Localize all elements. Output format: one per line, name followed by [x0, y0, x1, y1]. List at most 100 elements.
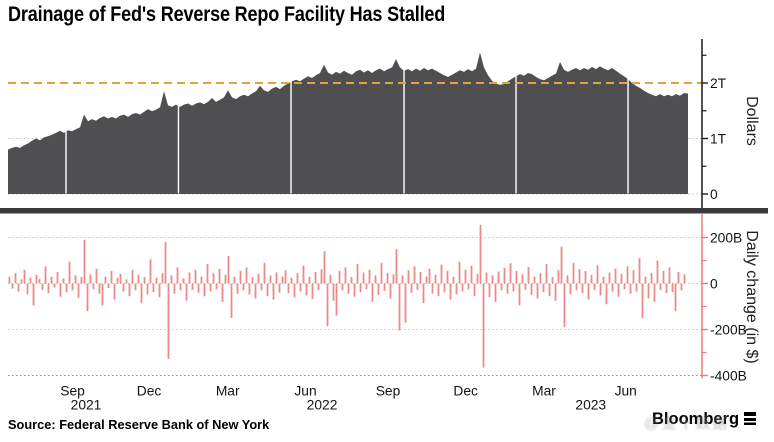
daily-change-bar — [467, 283, 470, 290]
daily-change-bar — [461, 283, 464, 292]
daily-change-bar — [209, 283, 212, 292]
daily-change-bar — [77, 283, 80, 298]
daily-change-bar — [596, 265, 599, 284]
daily-change-bar — [143, 277, 146, 284]
daily-change-bar — [200, 276, 203, 284]
daily-change-bar — [257, 273, 260, 284]
daily-change-bar — [86, 283, 89, 312]
chart-title: Drainage of Fed's Reverse Repo Facility … — [8, 3, 446, 26]
daily-change-bar — [197, 283, 200, 293]
daily-change-bar — [188, 272, 191, 284]
daily-change-bar — [599, 283, 602, 296]
daily-change-bar — [110, 270, 113, 284]
daily-change-bar — [389, 283, 392, 299]
daily-change-bar — [581, 283, 584, 294]
top-y-tick-label: 0 — [710, 187, 718, 202]
daily-change-bar — [113, 283, 116, 300]
daily-change-bar — [233, 276, 236, 284]
daily-change-bar — [443, 283, 446, 293]
daily-change-bar — [287, 283, 290, 294]
daily-change-bar — [497, 271, 500, 284]
daily-change-bar — [491, 275, 494, 284]
daily-change-bar — [566, 275, 569, 284]
daily-change-bar — [575, 283, 578, 291]
daily-change-bar — [662, 270, 665, 284]
top-y-tick-label: 1T — [710, 131, 727, 146]
daily-change-bar — [383, 283, 386, 291]
daily-change-bar — [344, 267, 347, 284]
daily-change-bar — [542, 283, 545, 293]
daily-change-bar — [377, 283, 380, 295]
daily-change-bar — [611, 283, 614, 292]
daily-change-bar — [323, 251, 326, 284]
daily-change-bar — [104, 276, 107, 284]
daily-change-bar — [407, 270, 410, 284]
daily-change-bar — [623, 283, 626, 290]
bloomberg-logo-mark — [744, 412, 757, 425]
daily-change-bar — [293, 283, 296, 298]
daily-change-bar — [671, 283, 674, 293]
daily-change-bar — [206, 263, 209, 284]
daily-change-bar — [521, 274, 524, 284]
daily-change-bar — [95, 268, 98, 284]
daily-change-bar — [329, 274, 332, 284]
daily-change-bar — [638, 258, 641, 284]
daily-change-bar — [44, 266, 47, 284]
daily-change-bar — [632, 270, 635, 284]
daily-change-bar — [650, 273, 653, 284]
daily-change-bar — [620, 273, 623, 284]
daily-change-bar — [107, 283, 110, 289]
daily-change-bar — [392, 274, 395, 284]
daily-change-bar — [56, 272, 59, 284]
bottom-y-tick-label: -200B — [710, 322, 747, 337]
daily-change-bar — [614, 268, 617, 284]
source-line: Source: Federal Reserve Bank of New York — [8, 417, 270, 432]
daily-change-bar — [35, 274, 38, 284]
x-year-label: 2023 — [575, 398, 606, 413]
daily-change-bar — [512, 283, 515, 292]
daily-change-bar — [653, 283, 656, 302]
daily-change-bar — [269, 275, 272, 284]
daily-change-bar — [71, 283, 74, 291]
daily-change-bar — [299, 283, 302, 292]
daily-change-bar — [455, 283, 458, 295]
daily-change-bar — [170, 275, 173, 284]
daily-change-bar — [230, 283, 233, 318]
daily-change-bar — [602, 276, 605, 284]
daily-change-bar — [326, 283, 329, 327]
daily-change-bar — [152, 283, 155, 293]
daily-change-bar — [260, 283, 263, 291]
daily-change-bar — [506, 283, 509, 294]
daily-change-bar — [677, 272, 680, 284]
daily-change-bar — [416, 283, 419, 290]
daily-change-bars — [8, 224, 686, 368]
x-month-label: Mar — [216, 384, 240, 399]
daily-change-bar — [365, 283, 368, 290]
daily-change-bar — [134, 283, 137, 291]
daily-change-bar — [485, 272, 488, 284]
daily-change-bar — [362, 272, 365, 284]
daily-change-bar — [146, 283, 149, 295]
daily-change-bar — [320, 269, 323, 284]
x-month-label: Mar — [532, 384, 556, 399]
daily-change-bar — [74, 275, 77, 284]
daily-change-bar — [176, 267, 179, 284]
x-month-label: Sep — [60, 384, 85, 399]
daily-change-bar — [290, 277, 293, 284]
daily-change-bar — [404, 283, 407, 323]
daily-change-bar — [527, 266, 530, 284]
daily-change-bar — [17, 283, 20, 292]
daily-change-bar — [476, 273, 479, 284]
daily-change-bar — [437, 283, 440, 297]
daily-change-bar — [680, 283, 683, 291]
daily-change-bar — [14, 273, 17, 284]
daily-change-bar — [284, 270, 287, 284]
daily-change-bar — [221, 283, 224, 302]
daily-change-bar — [155, 277, 158, 284]
daily-change-bar — [431, 283, 434, 294]
daily-change-bar — [419, 272, 422, 284]
daily-change-bar — [356, 263, 359, 284]
daily-change-bar — [83, 239, 86, 284]
daily-change-bar — [380, 262, 383, 284]
